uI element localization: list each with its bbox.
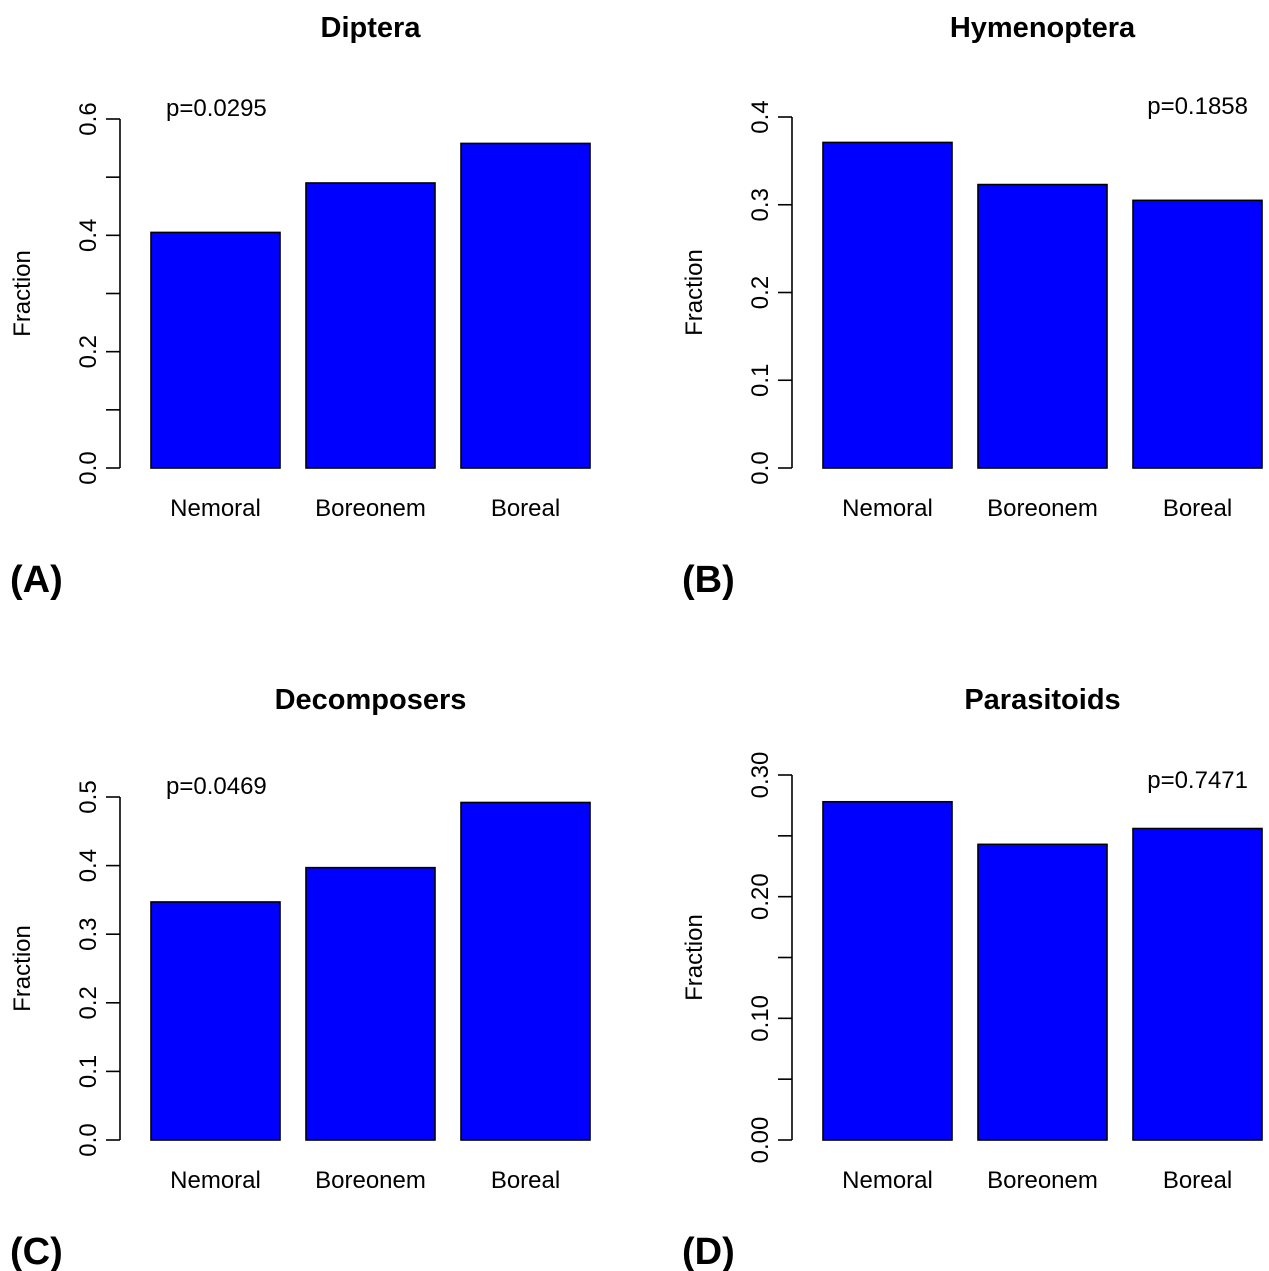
bar-nemoral	[822, 141, 953, 469]
y-tick-label: 0.0	[747, 451, 774, 484]
x-category-label: Nemoral	[842, 1167, 933, 1194]
x-category-label: Boreal	[491, 495, 560, 522]
chart-title: Diptera	[321, 12, 422, 44]
y-axis-title: Fraction	[9, 250, 36, 337]
panel-tag: (C)	[10, 1231, 63, 1271]
y-axis-title: Fraction	[9, 925, 36, 1012]
x-category-label: Nemoral	[170, 1167, 261, 1194]
y-tick-label: 0.5	[75, 780, 102, 813]
p-value-annotation: p=0.1858	[1147, 93, 1248, 120]
bar-nemoral	[150, 901, 281, 1141]
y-axis-title: Fraction	[681, 914, 708, 1001]
x-category-label: Boreonem	[987, 1167, 1098, 1194]
y-tick-label: 0.2	[747, 276, 774, 309]
bar-boreal	[460, 142, 591, 469]
y-tick-label: 0.00	[747, 1117, 774, 1164]
bar-boreal	[1132, 199, 1263, 469]
y-tick-label: 0.20	[747, 873, 774, 920]
bar-nemoral	[150, 231, 281, 469]
chart-panel-d: Parasitoids 0.00 0.10 0.20 0.30 Fraction Nemor…	[681, 684, 1263, 1271]
x-category-label: Boreal	[1163, 495, 1232, 522]
y-tick-label: 0.2	[75, 986, 102, 1019]
x-category-label: Boreonem	[987, 495, 1098, 522]
y-tick-label: 0.1	[75, 1055, 102, 1088]
x-category-label: Boreal	[1163, 1167, 1232, 1194]
y-tick-label: 0.0	[75, 1123, 102, 1156]
x-category-label: Nemoral	[170, 495, 261, 522]
y-tick-label: 0.4	[75, 219, 102, 252]
chart-title: Hymenoptera	[950, 12, 1136, 44]
bar-boreal	[460, 801, 591, 1141]
chart-panel-a: Diptera 0.0 0.2 0.4 0.6 Fraction Nemoral Boreon…	[9, 12, 591, 601]
y-tick-label: 0.1	[747, 364, 774, 397]
panel-tag: (A)	[10, 559, 63, 601]
chart-panel-c: Decomposers 0.0 0.1 0.2 0.3 0.4 0.5 Fraction Nem…	[9, 684, 591, 1271]
chart-panel-b: Hymenoptera 0.0 0.1 0.2 0.3 0.4 Fraction Nemora…	[681, 12, 1263, 601]
y-tick-label: 0.10	[747, 995, 774, 1042]
x-category-label: Boreal	[491, 1167, 560, 1194]
y-axis-title: Fraction	[681, 249, 708, 336]
bar-boreonem	[305, 182, 436, 469]
y-tick-label: 0.4	[75, 849, 102, 882]
y-tick-label: 0.4	[747, 100, 774, 133]
y-tick-label: 0.3	[747, 188, 774, 221]
p-value-annotation: p=0.7471	[1147, 767, 1248, 794]
bar-boreonem	[977, 843, 1108, 1141]
x-category-label: Boreonem	[315, 495, 426, 522]
y-tick-label: 0.2	[75, 335, 102, 368]
bar-boreal	[1132, 827, 1263, 1141]
p-value-annotation: p=0.0469	[166, 773, 267, 800]
bar-boreonem	[305, 866, 436, 1141]
panel-tag: (B)	[682, 559, 735, 601]
x-category-label: Boreonem	[315, 1167, 426, 1194]
chart-title: Parasitoids	[964, 684, 1120, 716]
bar-boreonem	[977, 183, 1108, 469]
y-tick-label: 0.30	[747, 752, 774, 799]
p-value-annotation: p=0.0295	[166, 95, 267, 122]
y-tick-label: 0.0	[75, 451, 102, 484]
bar-nemoral	[822, 800, 953, 1141]
panel-tag: (D)	[682, 1231, 735, 1271]
x-category-label: Nemoral	[842, 495, 933, 522]
chart-title: Decomposers	[275, 684, 467, 716]
y-tick-label: 0.6	[75, 102, 102, 135]
y-tick-label: 0.3	[75, 918, 102, 951]
